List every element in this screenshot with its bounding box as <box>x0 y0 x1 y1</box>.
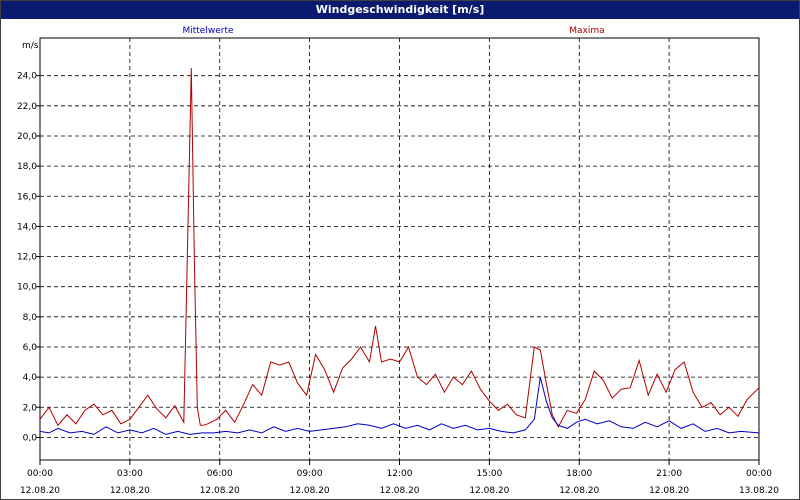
y-tick-label: 22,0 <box>17 102 37 112</box>
legend: Mittelwerte Maxima <box>182 26 604 36</box>
x-tick-date: 12.08.20 <box>110 486 150 496</box>
y-tick-label: 24,0 <box>17 72 37 82</box>
x-tick-time: 00:00 <box>27 469 53 479</box>
x-tick-date: 13.08.20 <box>739 486 779 496</box>
series-line-maxima <box>39 68 760 428</box>
x-tick-date: 12.08.20 <box>469 486 509 496</box>
x-tick-time: 12:00 <box>387 469 413 479</box>
y-tick-label: 20,0 <box>17 132 37 142</box>
x-tick-date: 12.08.20 <box>200 486 240 496</box>
y-tick-label: 6,0 <box>23 343 38 353</box>
x-tick-date: 12.08.20 <box>649 486 689 496</box>
y-tick-label: 10,0 <box>17 283 37 293</box>
x-tick-date: 12.08.20 <box>290 486 330 496</box>
y-tick-label: 18,0 <box>17 162 37 172</box>
legend-item-mittelwerte: Mittelwerte <box>182 26 233 36</box>
x-axis: 00:00 12.08.20 03:00 12.08.20 06:00 12.08.20 0… <box>20 460 779 496</box>
x-tick-time: 03:00 <box>117 469 143 479</box>
y-tick-label: 4,0 <box>23 373 38 383</box>
x-tick-date: 12.08.20 <box>559 486 599 496</box>
chart-title: Windgeschwindigkeit [m/s] <box>1 1 799 19</box>
y-axis: 0,0 2,0 4,0 6,0 8,0 10,0 12,0 14,0 16,0 18,0 20,0 2… <box>17 72 40 443</box>
x-tick-date: 12.08.20 <box>379 486 419 496</box>
y-tick-label: 16,0 <box>17 192 37 202</box>
x-tick-time: 06:00 <box>207 469 233 479</box>
series-lines <box>39 68 760 435</box>
y-tick-label: 2,0 <box>23 403 38 413</box>
y-tick-label: 12,0 <box>17 253 37 263</box>
x-tick-time: 00:00 <box>746 469 772 479</box>
x-tick-time: 15:00 <box>476 469 502 479</box>
grid <box>40 38 759 460</box>
y-tick-label: 0,0 <box>23 433 38 443</box>
x-tick-date: 12.08.20 <box>20 486 60 496</box>
y-axis-label: m/s <box>22 41 39 51</box>
series-line-mittelwerte <box>39 376 760 435</box>
x-tick-time: 18:00 <box>566 469 592 479</box>
x-tick-time: 09:00 <box>297 469 323 479</box>
legend-item-maxima: Maxima <box>569 26 604 36</box>
y-tick-label: 8,0 <box>23 313 38 323</box>
y-tick-label: 14,0 <box>17 222 37 232</box>
x-tick-time: 21:00 <box>656 469 682 479</box>
